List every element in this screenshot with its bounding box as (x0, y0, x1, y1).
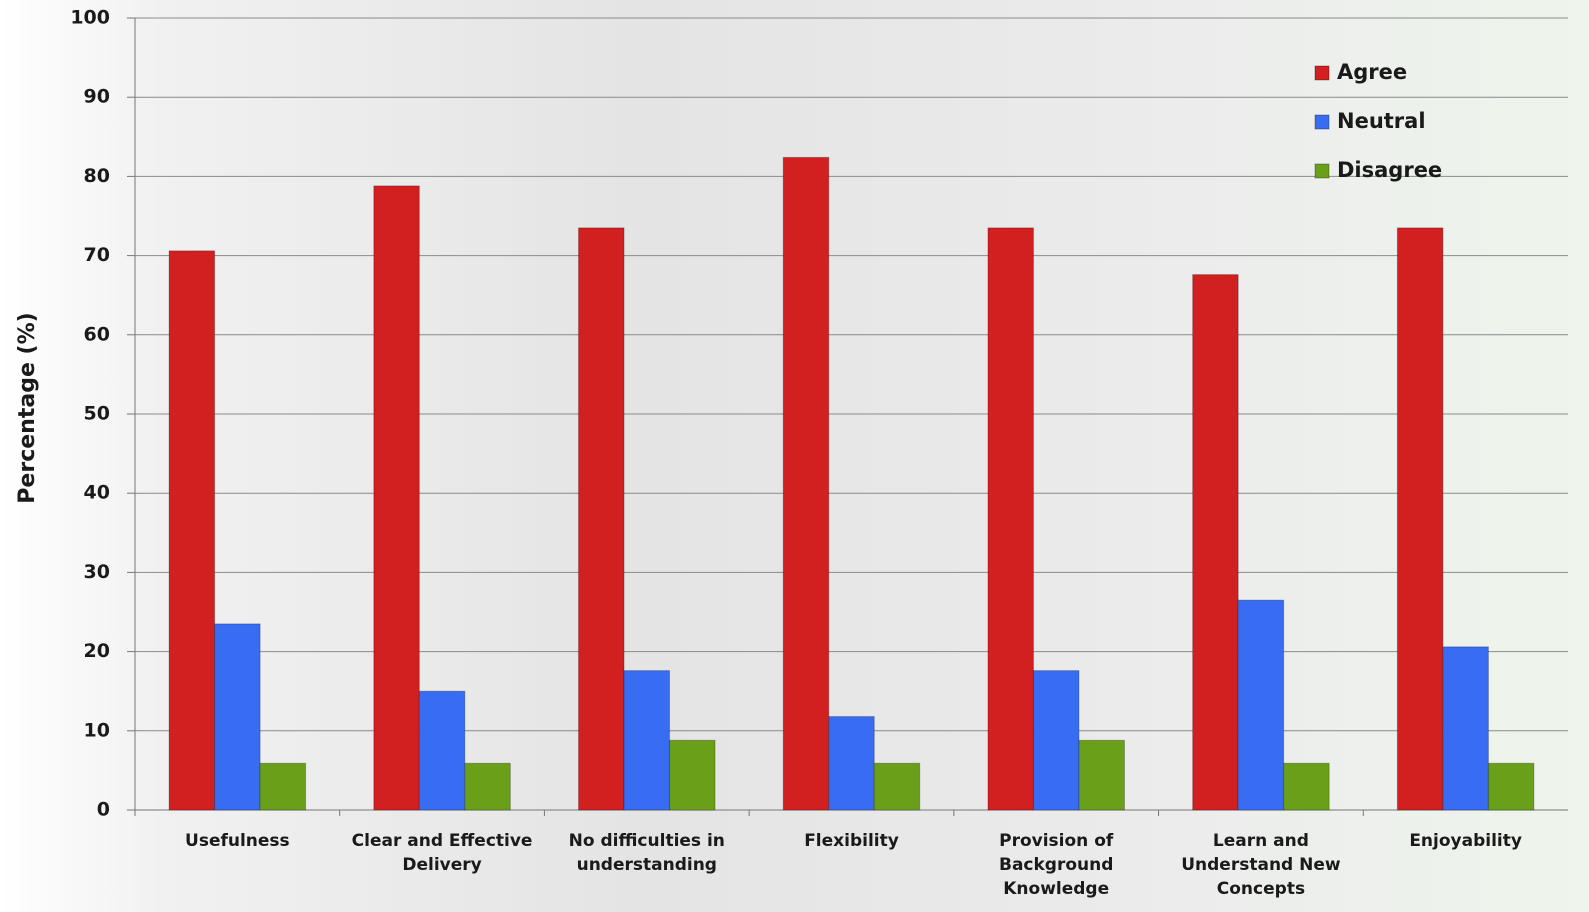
y-tick-label: 60 (84, 323, 110, 345)
bar (373, 185, 420, 811)
bar (782, 156, 830, 811)
bar (1283, 762, 1330, 811)
x-tick-label: Clear and Effective Delivery (351, 831, 533, 875)
legend-label: Agree (1337, 60, 1407, 84)
y-tick-label: 100 (70, 7, 110, 29)
x-tick-label: Usefulness (185, 831, 290, 851)
bar (1032, 670, 1080, 811)
bar (987, 227, 1034, 811)
bar (578, 227, 625, 811)
bar (828, 716, 875, 811)
y-tick-label: 50 (84, 403, 110, 425)
bar (1487, 762, 1535, 811)
bar (464, 762, 511, 811)
bar (669, 739, 716, 811)
bar (259, 762, 307, 811)
x-tick-label: No difficulties in understanding (568, 831, 725, 875)
x-tick-label: Enjoyability (1409, 831, 1522, 851)
legend-label: Disagree (1337, 158, 1442, 182)
y-tick-label: 30 (84, 561, 110, 583)
y-tick-label: 90 (84, 86, 110, 108)
y-tick-label: 80 (84, 165, 110, 187)
bar (873, 762, 921, 811)
y-tick-label: 40 (84, 482, 110, 504)
legend-swatch (1314, 65, 1330, 81)
x-tick-label: Learn and Understand New Concepts (1181, 831, 1341, 899)
y-tick-label: 20 (84, 640, 110, 662)
legend-swatch (1314, 163, 1330, 179)
y-tick-label: 10 (84, 719, 110, 741)
legend-label: Neutral (1337, 109, 1426, 133)
y-axis-title: Percentage (%) (15, 312, 40, 503)
bar (1442, 646, 1489, 811)
bar (1078, 739, 1125, 811)
y-tick-label: 70 (84, 244, 110, 266)
legend-swatch (1314, 114, 1330, 130)
bar (214, 623, 261, 811)
bar (1237, 599, 1285, 811)
bar (1396, 227, 1444, 811)
x-tick-label: Flexibility (804, 831, 899, 851)
bar (623, 670, 671, 811)
y-tick-label: 0 (97, 799, 110, 821)
bar (168, 250, 216, 811)
x-tick-label: Provision of Background Knowledge (998, 831, 1114, 899)
bar (1192, 274, 1239, 811)
bar (418, 690, 466, 811)
